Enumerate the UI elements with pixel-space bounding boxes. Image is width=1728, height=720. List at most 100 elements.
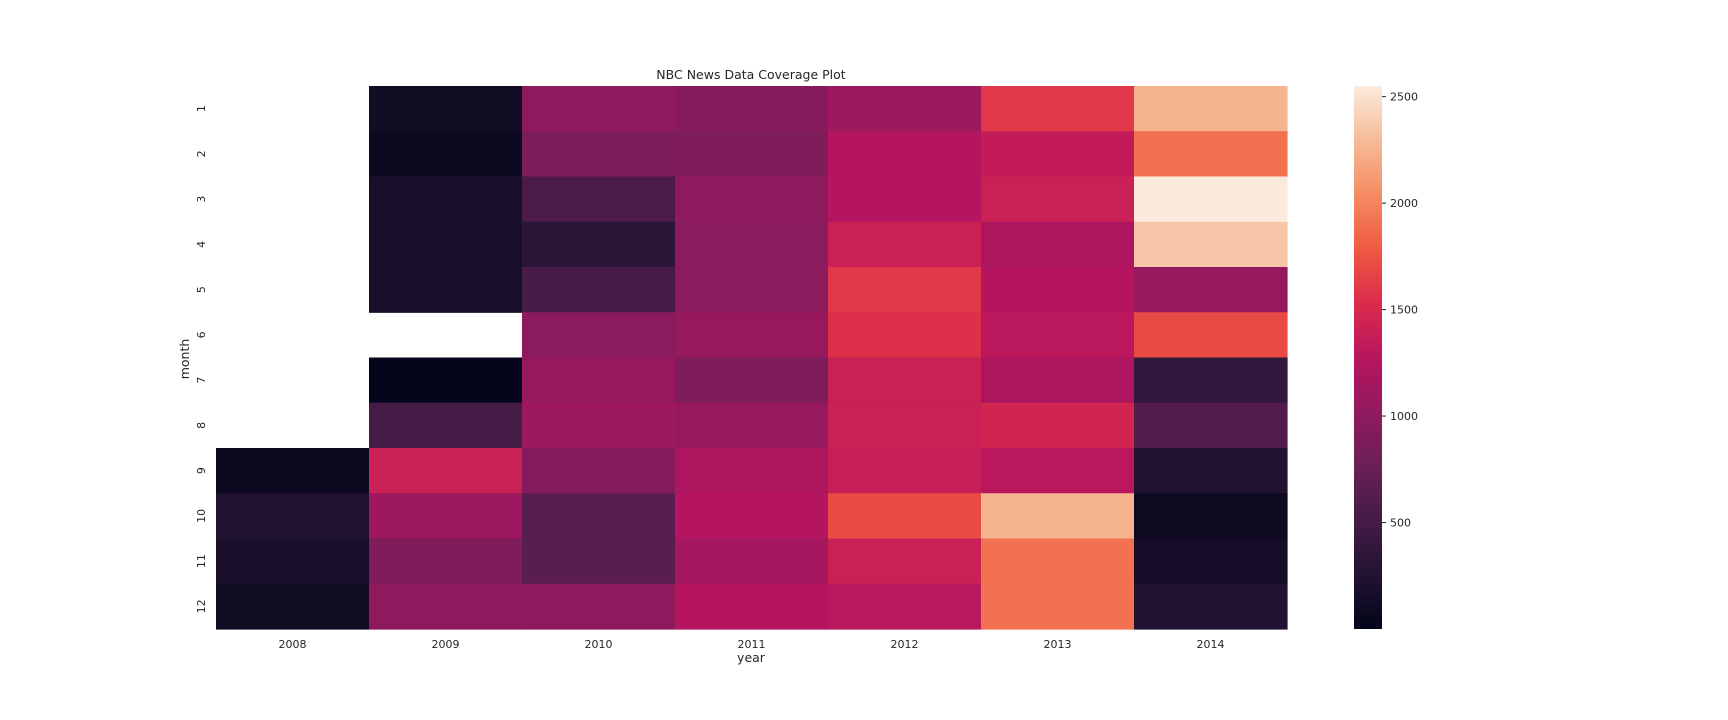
heatmap-cell [1134,583,1288,630]
heatmap-cell [369,131,523,178]
colorbar-tick-label: 500 [1390,517,1411,530]
heatmap-cell [981,176,1135,223]
heatmap-cell [1134,131,1288,178]
y-tick-label: 8 [195,422,208,429]
heatmap-cell [981,538,1135,585]
heatmap-cell [675,402,829,449]
heatmap-cell [369,538,523,585]
heatmap-cell [1134,176,1288,223]
heatmap-cell [522,312,676,359]
heatmap-cell [675,493,829,540]
heatmap-cell [522,176,676,223]
heatmap-cell [675,357,829,404]
y-tick-label: 12 [195,599,208,613]
heatmap-cell [981,448,1135,494]
y-tick-label: 5 [195,286,208,293]
heatmap-cell [369,176,523,223]
x-tick-label: 2009 [432,638,460,651]
heatmap-cell [675,131,829,178]
heatmap-cell [522,357,676,404]
heatmap-cell [1134,267,1288,313]
heatmap-cell [522,538,676,585]
heatmap-cell [981,131,1135,178]
heatmap-cell [828,538,982,585]
heatmap-cell [828,312,982,359]
heatmap-cell [981,357,1135,404]
heatmap-cell [369,402,523,449]
colorbar-tick-label: 2500 [1390,91,1418,104]
heatmap-cell [216,448,370,494]
heatmap-cell [1134,538,1288,585]
heatmap-cell [522,583,676,630]
heatmap-cell [981,267,1135,313]
x-tick-label: 2010 [585,638,613,651]
heatmap-cell [522,86,676,132]
heatmap-cell [675,221,829,268]
heatmap-cell [828,583,982,630]
y-tick-label: 10 [195,509,208,523]
heatmap-cell [981,493,1135,540]
heatmap-cell [1134,221,1288,268]
y-tick-label: 3 [195,196,208,203]
heatmap-cell [1134,357,1288,404]
x-axis-label: year [737,650,766,665]
colorbar-tick-label: 1500 [1390,304,1418,317]
heatmap-cell [1134,493,1288,540]
heatmap-cell [981,402,1135,449]
y-tick-label: 6 [195,331,208,338]
heatmap-cell [981,86,1135,132]
heatmap-cell [981,221,1135,268]
x-tick-label: 2014 [1197,638,1225,651]
heatmap-cell [522,221,676,268]
heatmap-cell [828,357,982,404]
heatmap-cell [216,538,370,585]
y-tick-label: 1 [195,105,208,112]
heatmap-cells [216,86,1288,630]
colorbar-ticks: 500 1000 1500 2000 2500 [1382,91,1418,530]
colorbar-tick-label: 2000 [1390,197,1418,210]
heatmap-cell [675,176,829,223]
heatmap-cell [981,583,1135,630]
x-tick-labels: 2008 2009 2010 2011 2012 2013 2014 [279,638,1225,651]
heatmap-cell [675,538,829,585]
heatmap-cell [828,402,982,449]
x-tick-label: 2012 [891,638,919,651]
heatmap-cell [369,221,523,268]
colorbar-tick-label: 1000 [1390,410,1418,423]
heatmap-cell [522,402,676,449]
heatmap-cell [1134,402,1288,449]
heatmap-cell [369,583,523,630]
y-tick-label: 9 [195,467,208,474]
heatmap-cell [675,448,829,494]
heatmap-cell [675,312,829,359]
y-axis-label: month [177,339,192,380]
heatmap-cell [675,267,829,313]
heatmap-cell [522,131,676,178]
heatmap-cell [522,448,676,494]
y-tick-label: 11 [195,554,208,568]
heatmap-cell [369,86,523,132]
y-tick-label: 7 [195,377,208,384]
heatmap-cell [828,176,982,223]
colorbar [1354,86,1382,629]
heatmap-cell [369,493,523,540]
heatmap-cell [1134,86,1288,132]
heatmap-cell [1134,448,1288,494]
heatmap-cell [828,493,982,540]
chart-title: NBC News Data Coverage Plot [656,67,845,82]
y-tick-label: 4 [195,241,208,248]
heatmap-cell [675,86,829,132]
heatmap-cell [1134,312,1288,359]
heatmap-cell [522,493,676,540]
heatmap-cell [369,267,523,313]
x-tick-label: 2008 [279,638,307,651]
heatmap-cell [369,448,523,494]
heatmap-cell [522,267,676,313]
heatmap-cell [216,583,370,630]
heatmap-cell [675,583,829,630]
x-tick-label: 2011 [738,638,766,651]
heatmap-cell [828,86,982,132]
heatmap-cell [828,131,982,178]
